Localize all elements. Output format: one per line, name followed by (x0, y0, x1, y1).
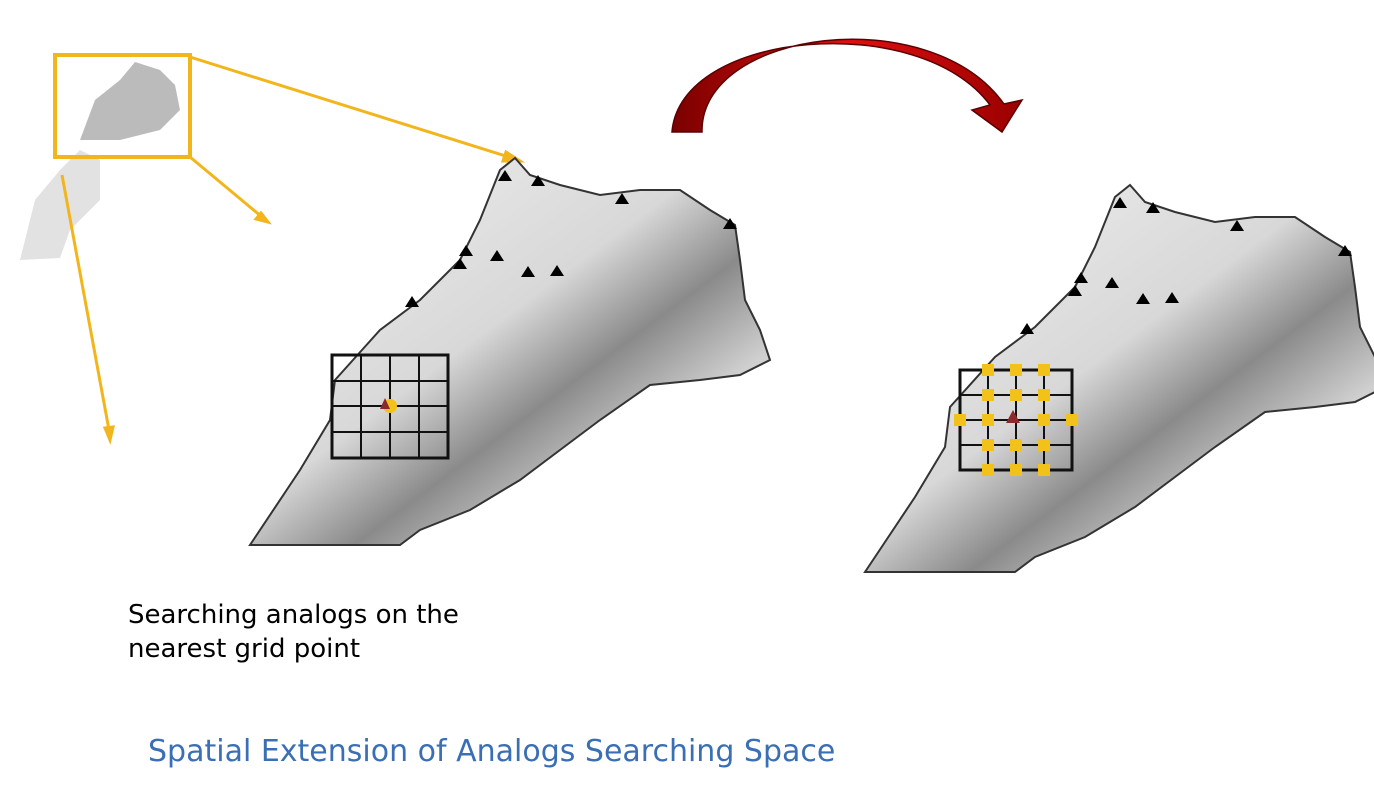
footer-title: Spatial Extension of Analogs Searching S… (148, 734, 835, 769)
thumbnail-map (20, 55, 190, 260)
caption: Searching analogs on the nearest grid po… (128, 598, 459, 666)
caption-line: Searching analogs on the (128, 598, 459, 632)
map-extended (865, 185, 1374, 572)
caption-line: nearest grid point (128, 632, 459, 666)
illustration (0, 0, 1374, 786)
transition-arrow (672, 39, 1022, 132)
map-nearest (250, 158, 770, 545)
slide: Searching analogs on the nearest grid po… (0, 0, 1374, 786)
